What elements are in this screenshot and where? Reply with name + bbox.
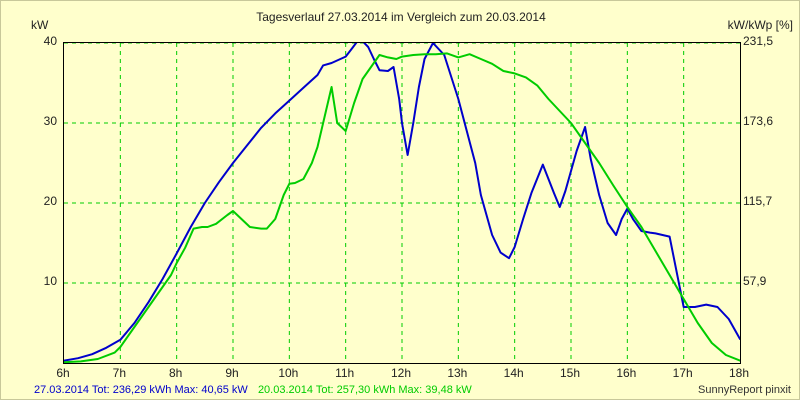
series-lines	[64, 43, 740, 363]
y-axis-left-unit-label: kW	[31, 18, 49, 32]
x-axis-tick-label: 17h	[672, 366, 693, 380]
legend-series-a: 27.03.2014 Tot: 236,29 kWh Max: 40,65 kW	[34, 384, 248, 396]
y-axis-left-tick-label: 20	[43, 194, 57, 208]
y-axis-right-unit-label: kW/kWp [%]	[727, 18, 793, 32]
y-axis-right-tick-label: 173,6	[743, 114, 774, 129]
x-axis-tick-label: 9h	[225, 366, 239, 380]
x-axis-tick-label: 13h	[447, 366, 468, 380]
x-axis-tick-label: 10h	[278, 366, 299, 380]
x-axis-tick-label: 6h	[56, 366, 70, 380]
series-line-a	[64, 43, 740, 362]
x-axis-tick-label: 16h	[616, 366, 637, 380]
legend-series-b: 20.03.2014 Tot: 257,30 kWh Max: 39,48 kW	[257, 384, 472, 396]
x-axis-tick-label: 7h	[112, 366, 126, 380]
y-axis-left-tick-label: 40	[43, 34, 57, 48]
x-axis-tick-label: 12h	[390, 366, 412, 380]
chart-legend: 27.03.2014 Tot: 236,29 kWh Max: 40,65 kW…	[34, 384, 472, 396]
chart-canvas	[64, 43, 740, 363]
x-axis-tick-label: 14h	[503, 366, 524, 380]
y-axis-right-tick-label: 115,7	[743, 194, 773, 209]
x-axis-tick-label: 15h	[559, 366, 581, 380]
y-axis-right-tick-label: 231,5	[743, 34, 774, 48]
y-axis-left-tick-label: 10	[43, 274, 57, 288]
y-axis-right-tick-label: 57,9	[743, 273, 767, 288]
credit-label: SunnyReport pinxit	[698, 384, 791, 396]
plot-area	[63, 42, 741, 364]
y-axis-left-tick-label: 30	[43, 114, 57, 128]
x-axis-tick-label: 18h	[728, 366, 750, 380]
x-axis-tick-label: 11h	[335, 366, 355, 380]
page-title: Tagesverlauf 27.03.2014 im Vergleich zum…	[256, 10, 546, 24]
series-line-b	[64, 52, 740, 363]
grid-lines	[64, 43, 740, 363]
x-axis-tick-label: 8h	[168, 366, 183, 380]
